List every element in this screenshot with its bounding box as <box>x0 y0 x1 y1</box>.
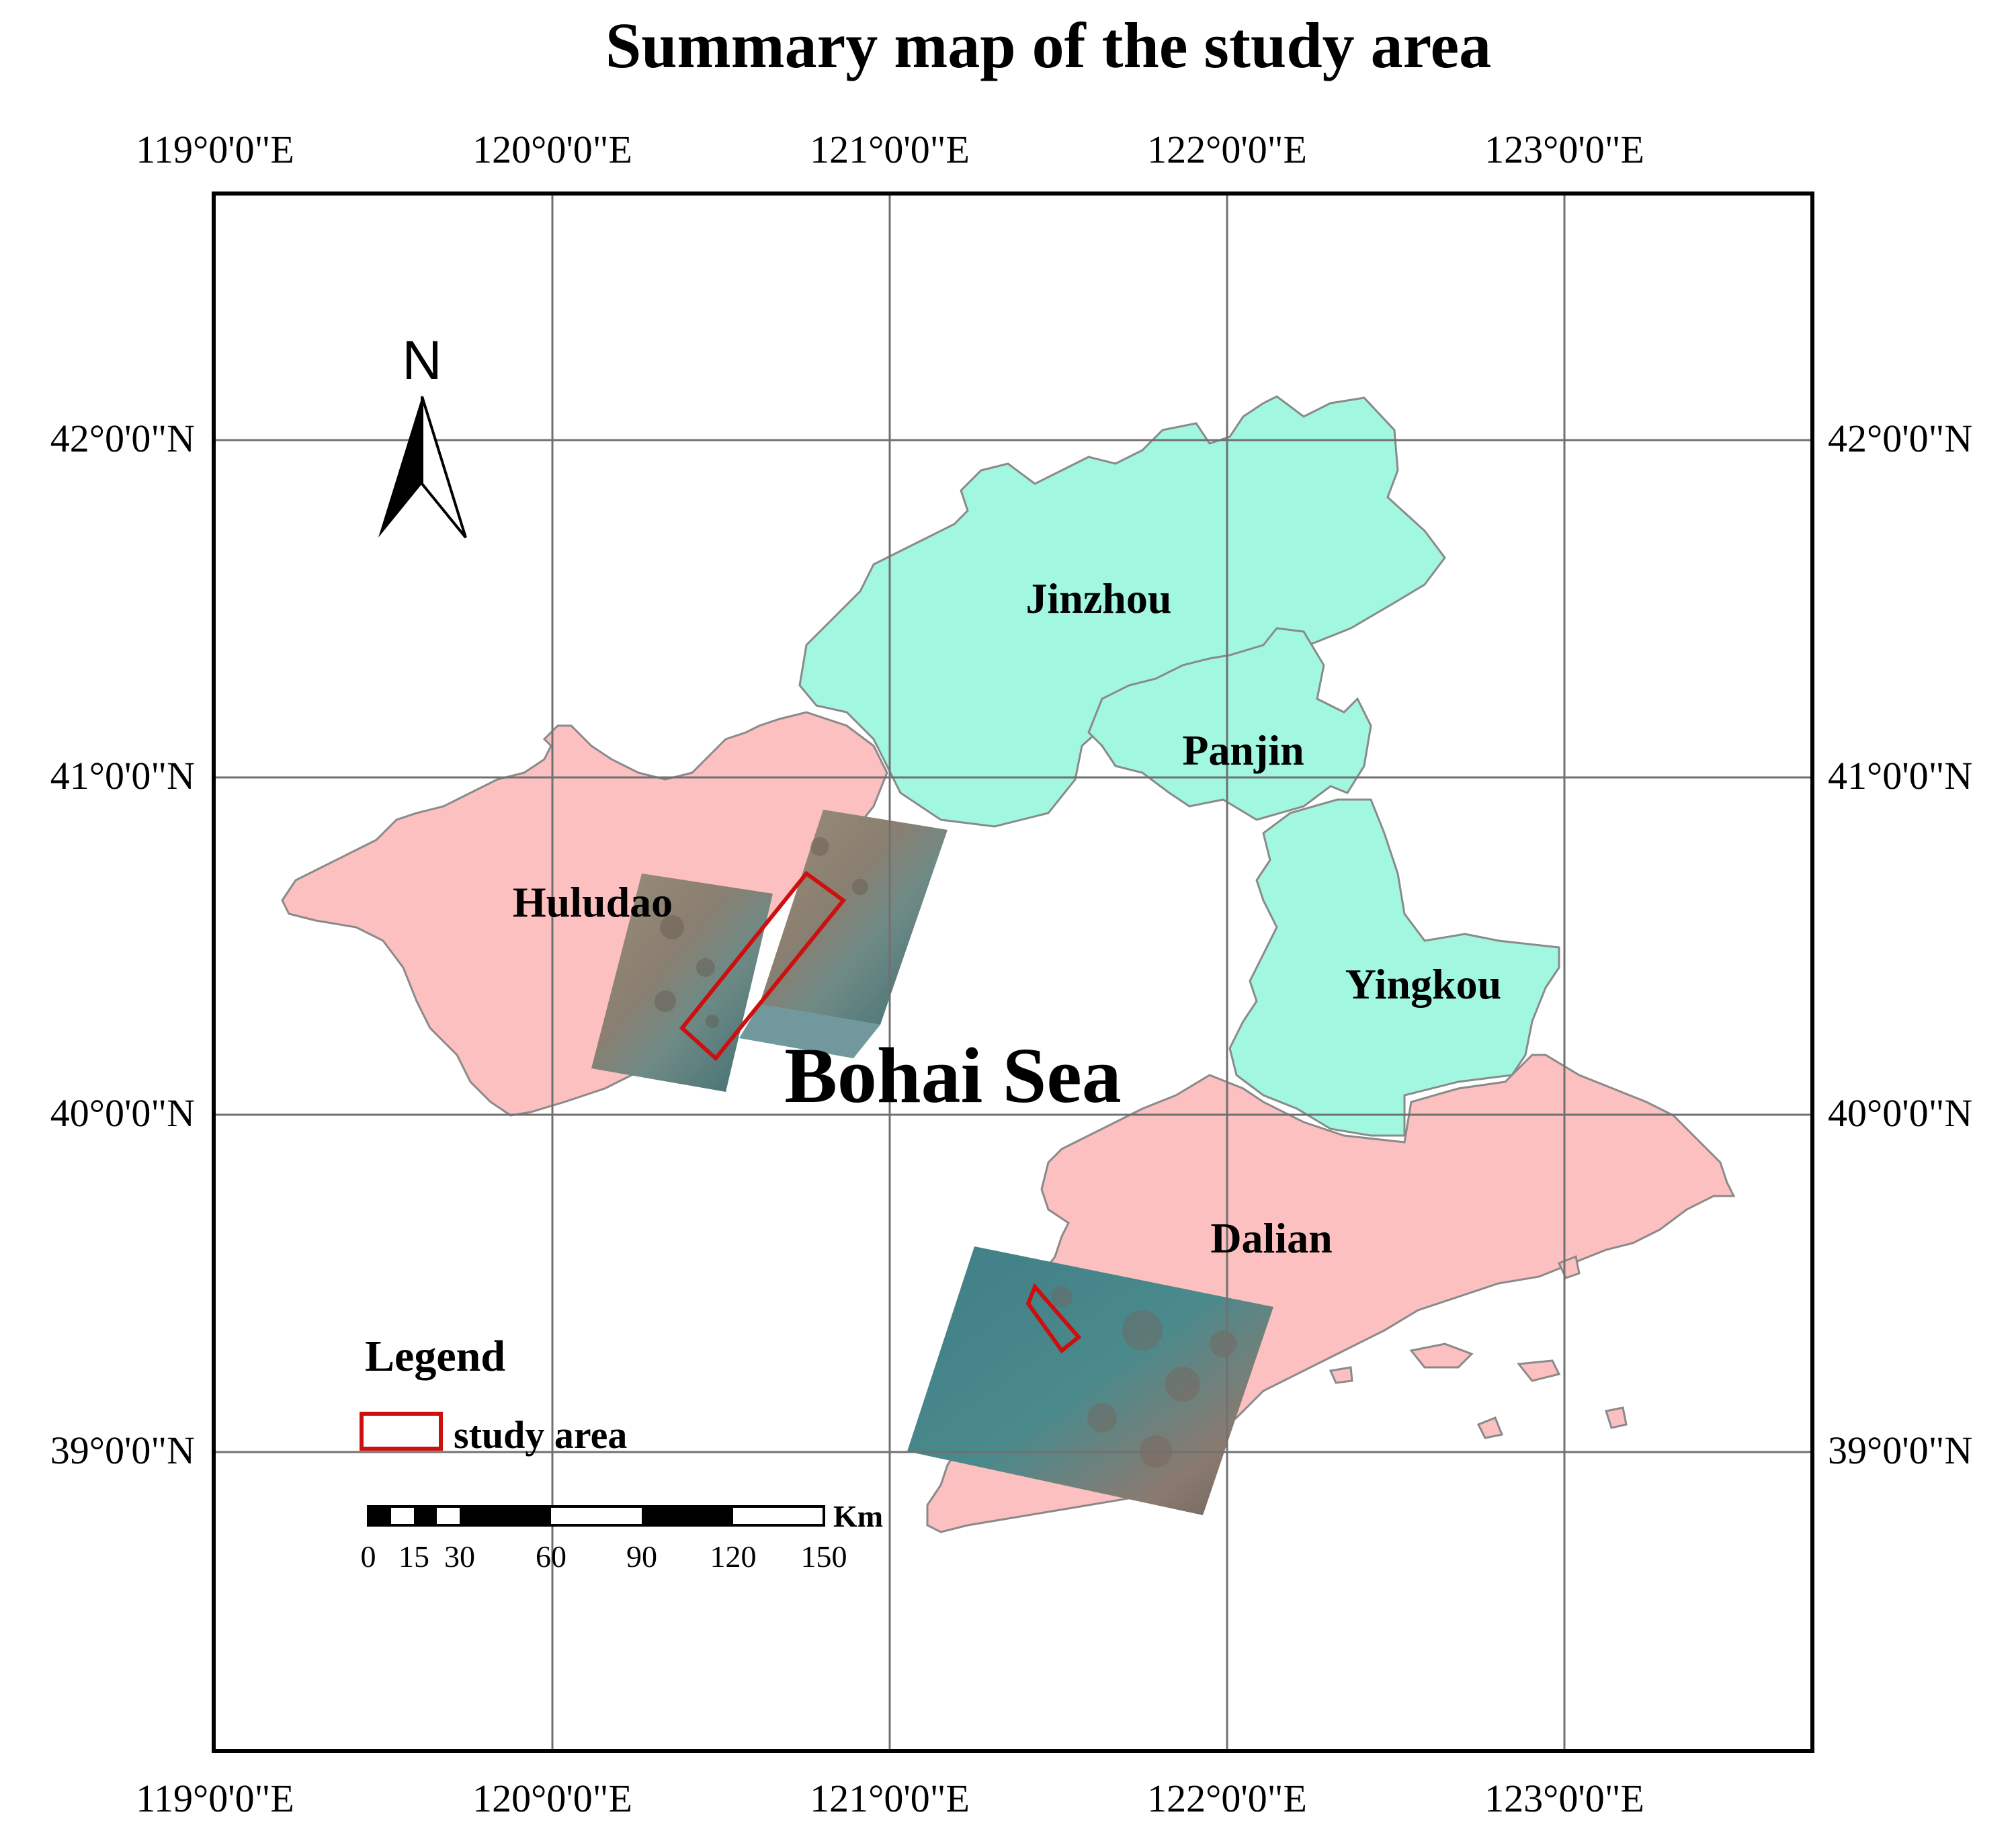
label-dalian: Dalian <box>1210 1214 1332 1262</box>
satellite-image-huludao <box>591 810 948 1092</box>
dalian-islands <box>1329 1254 1628 1439</box>
latitude-labels-left: 42°0'0"N 41°0'0"N 40°0'0"N 39°0'0"N <box>50 417 195 1472</box>
label-panjin: Panjin <box>1182 726 1304 774</box>
legend-title: Legend <box>365 1332 505 1381</box>
label-huludao: Huludao <box>513 878 673 926</box>
region-jinzhou <box>798 395 1446 828</box>
study-area-dalian <box>1025 1283 1082 1354</box>
lon-label-121-top: 121°0'0"E <box>810 128 970 171</box>
scale-tick-0: 0 <box>361 1539 376 1574</box>
north-arrow-label: N <box>402 330 442 391</box>
graticule <box>214 194 1812 1751</box>
lat-label-41-right: 41°0'0"N <box>1828 754 1972 798</box>
lat-label-39-left: 39°0'0"N <box>50 1429 195 1472</box>
legend-swatch-study-area <box>360 1412 443 1451</box>
lon-label-122-bottom: 122°0'0"E <box>1147 1777 1307 1820</box>
legend: Legend study area <box>360 1332 627 1457</box>
lon-label-121-bottom: 121°0'0"E <box>810 1777 970 1820</box>
longitude-labels-bottom: 119°0'0"E 120°0'0"E 121°0'0"E 122°0'0"E … <box>136 1777 1644 1820</box>
lat-label-42-left: 42°0'0"N <box>50 417 195 460</box>
scale-tick-150: 150 <box>801 1539 847 1574</box>
lon-label-123-bottom: 123°0'0"E <box>1484 1777 1644 1820</box>
scale-tick-60: 60 <box>536 1539 566 1574</box>
scale-tick-90: 90 <box>626 1539 657 1574</box>
map-title: Summary map of the study area <box>605 9 1491 81</box>
label-jinzhou: Jinzhou <box>1026 574 1172 622</box>
longitude-labels-top: 119°0'0"E 120°0'0"E 121°0'0"E 122°0'0"E … <box>136 128 1644 171</box>
lat-label-42-right: 42°0'0"N <box>1828 417 1972 460</box>
lon-label-120-bottom: 120°0'0"E <box>472 1777 632 1820</box>
region-yingkou <box>1228 798 1560 1137</box>
scale-tick-15: 15 <box>398 1539 429 1574</box>
scale-bar-unit: Km <box>833 1499 883 1533</box>
lon-label-120-top: 120°0'0"E <box>472 128 632 171</box>
label-bohai-sea: Bohai Sea <box>784 1031 1122 1119</box>
study-area-huludao <box>679 870 847 1062</box>
scale-tick-120: 120 <box>710 1539 757 1574</box>
region-labels: Jinzhou Panjin Yingkou Huludao Dalian Bo… <box>513 574 1501 1262</box>
label-yingkou: Yingkou <box>1345 960 1501 1008</box>
lon-label-119-top: 119°0'0"E <box>136 128 294 171</box>
north-arrow-icon: N <box>378 330 467 539</box>
map-frame <box>212 191 1814 1753</box>
lat-label-40-left: 40°0'0"N <box>50 1091 195 1135</box>
lat-label-41-left: 41°0'0"N <box>50 754 195 798</box>
lon-label-123-top: 123°0'0"E <box>1484 128 1644 171</box>
lon-label-122-top: 122°0'0"E <box>1147 128 1307 171</box>
satellite-image-dalian <box>907 1246 1273 1515</box>
lat-label-39-right: 39°0'0"N <box>1828 1429 1972 1472</box>
map-body <box>214 194 1812 1751</box>
legend-item-study-area: study area <box>454 1413 627 1457</box>
lon-label-119-bottom: 119°0'0"E <box>136 1777 294 1820</box>
region-panjin <box>1087 627 1372 821</box>
latitude-labels-right: 42°0'0"N 41°0'0"N 40°0'0"N 39°0'0"N <box>1828 417 1972 1472</box>
scale-tick-30: 30 <box>444 1539 475 1574</box>
lat-label-40-right: 40°0'0"N <box>1828 1091 1972 1135</box>
scale-bar: Km 0 15 30 60 90 120 150 <box>361 1499 884 1574</box>
